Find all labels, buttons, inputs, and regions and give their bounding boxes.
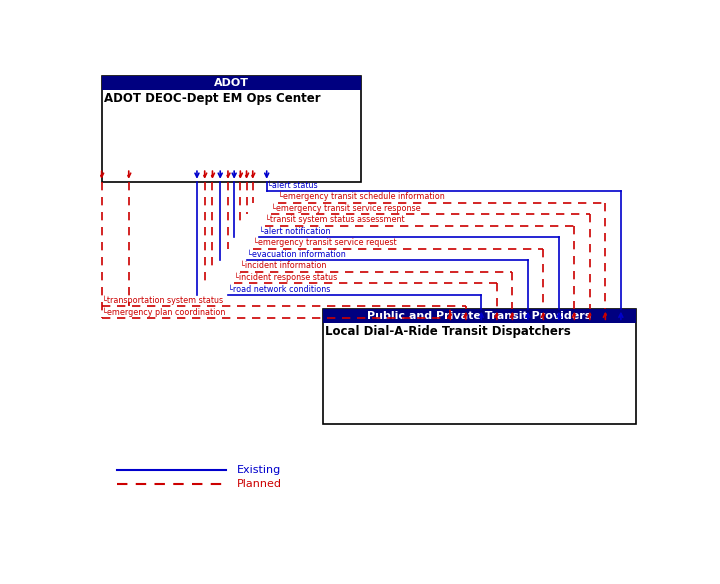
Bar [102, 77, 361, 90]
Bar [323, 309, 636, 322]
Text: └evacuation information: └evacuation information [246, 250, 346, 259]
Text: Public and Private Transit Providers: Public and Private Transit Providers [367, 311, 592, 321]
Text: └transportation system status: └transportation system status [102, 296, 222, 305]
Bar [102, 77, 361, 182]
Text: └emergency transit service response: └emergency transit service response [271, 203, 421, 213]
Text: └alert notification: └alert notification [259, 227, 330, 236]
Text: └transit system status assessment: └transit system status assessment [265, 215, 405, 224]
Text: ADOT DEOC-Dept EM Ops Center: ADOT DEOC-Dept EM Ops Center [104, 92, 321, 105]
Text: Local Dial-A-Ride Transit Dispatchers: Local Dial-A-Ride Transit Dispatchers [325, 325, 571, 338]
Text: └incident response status: └incident response status [234, 273, 338, 282]
Bar [323, 309, 636, 425]
Text: └emergency transit service request: └emergency transit service request [253, 238, 397, 248]
Text: Planned: Planned [237, 478, 282, 489]
Text: ADOT: ADOT [214, 78, 249, 88]
Text: └incident information: └incident information [240, 262, 327, 270]
Text: └emergency plan coordination: └emergency plan coordination [102, 307, 225, 317]
Text: └road network conditions: └road network conditions [228, 284, 330, 294]
Text: Existing: Existing [237, 465, 281, 475]
Text: └emergency transit schedule information: └emergency transit schedule information [277, 192, 444, 201]
Text: └alert status: └alert status [266, 180, 318, 190]
